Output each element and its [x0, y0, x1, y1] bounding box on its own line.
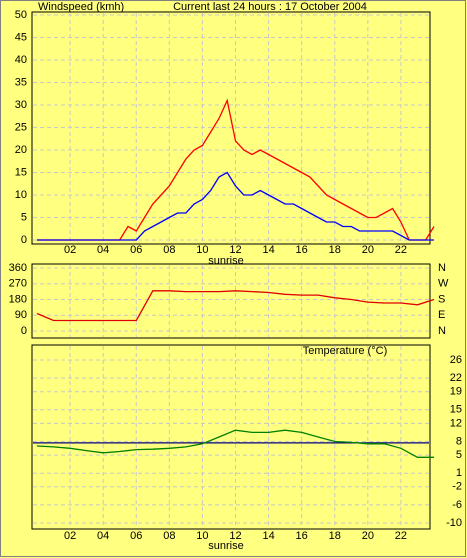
x-tick-label: 06	[130, 530, 142, 542]
sunrise-label: sunrise	[208, 540, 243, 552]
plot-area	[31, 344, 431, 530]
x-tick-label: 12	[229, 244, 241, 256]
series-line	[37, 171, 434, 241]
y-tick-label: -2	[452, 481, 462, 493]
x-tick-label: 14	[262, 244, 274, 256]
x-tick-label: 02	[64, 530, 76, 542]
series-line	[36, 290, 435, 322]
y-tick-label: 15	[15, 166, 27, 178]
x-tick-label: 06	[130, 244, 142, 256]
y-tick-label: 10	[15, 189, 27, 201]
x-tick-label: 16	[296, 530, 308, 542]
x-tick-label: 22	[395, 530, 407, 542]
y-tick-label: 360	[9, 262, 27, 274]
y-tick-label: 8	[456, 435, 462, 447]
x-tick-label: 08	[163, 530, 175, 542]
y2-tick-label: N	[438, 325, 446, 337]
x-tick-label: 04	[97, 244, 109, 256]
x-tick-label: 02	[64, 244, 76, 256]
x-tick-label: 16	[296, 244, 308, 256]
y-tick-label: 15	[450, 404, 462, 416]
y-tick-label: 25	[15, 121, 27, 133]
x-tick-label: 18	[329, 244, 341, 256]
y-tick-label: 30	[15, 99, 27, 111]
plot-area	[31, 263, 431, 339]
y-tick-label: 0	[21, 234, 27, 246]
y-tick-label: -10	[446, 517, 462, 529]
chart-title: Temperature (°C)	[303, 345, 387, 357]
series-line	[36, 429, 434, 458]
y-tick-label: -6	[452, 499, 462, 511]
y-tick-label: 26	[450, 354, 462, 366]
y-tick-label: 90	[15, 309, 27, 321]
y-tick-label: 5	[21, 211, 27, 223]
chart-title: Windspeed (kmh)	[38, 1, 124, 13]
y2-tick-label: E	[438, 309, 445, 321]
x-tick-label: 14	[262, 530, 274, 542]
y-tick-label: 19	[450, 386, 462, 398]
y-tick-label: 1	[456, 467, 462, 479]
y-tick-label: 270	[9, 278, 27, 290]
y2-tick-label: W	[438, 278, 449, 290]
y-tick-label: 0	[21, 325, 27, 337]
y2-tick-label: S	[438, 293, 445, 305]
y-tick-label: 20	[15, 144, 27, 156]
y-tick-label: 45	[15, 31, 27, 43]
y-tick-label: 5	[456, 449, 462, 461]
x-tick-label: 20	[362, 244, 374, 256]
y-tick-label: 50	[15, 9, 27, 21]
x-tick-label: 10	[196, 244, 208, 256]
x-tick-label: 20	[362, 530, 374, 542]
x-tick-label: 18	[329, 530, 341, 542]
x-tick-label: 10	[196, 530, 208, 542]
x-tick-label: 08	[163, 244, 175, 256]
y-tick-label: 180	[9, 293, 27, 305]
y-tick-label: 40	[15, 54, 27, 66]
y-tick-label: 12	[450, 417, 462, 429]
x-tick-label: 12	[229, 530, 241, 542]
y-tick-label: 22	[450, 372, 462, 384]
y-tick-label: 35	[15, 76, 27, 88]
x-tick-label: 22	[395, 244, 407, 256]
y2-tick-label: N	[438, 262, 446, 274]
page-title: Current last 24 hours : 17 October 2004	[173, 1, 367, 13]
x-tick-label: 04	[97, 530, 109, 542]
